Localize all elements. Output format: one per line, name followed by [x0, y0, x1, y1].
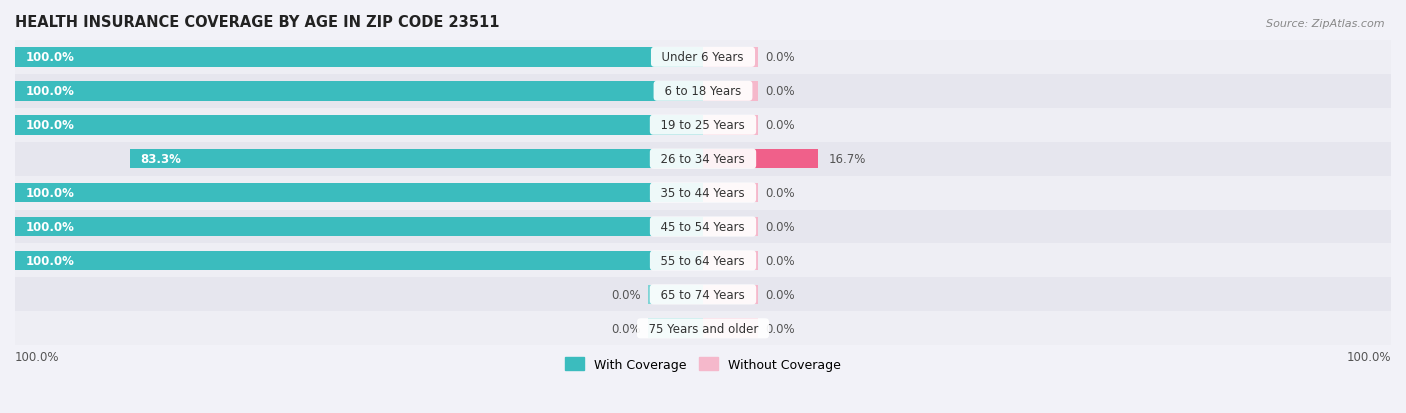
- Bar: [129, 150, 703, 169]
- Text: 6 to 18 Years: 6 to 18 Years: [657, 85, 749, 98]
- Bar: [703, 285, 758, 304]
- Text: 0.0%: 0.0%: [765, 322, 794, 335]
- Text: 75 Years and older: 75 Years and older: [641, 322, 765, 335]
- Bar: [703, 82, 758, 101]
- Bar: [15, 183, 703, 203]
- Text: 100.0%: 100.0%: [15, 351, 59, 363]
- Text: 100.0%: 100.0%: [25, 221, 75, 233]
- Text: 65 to 74 Years: 65 to 74 Years: [654, 288, 752, 301]
- Text: 0.0%: 0.0%: [765, 119, 794, 132]
- Bar: [15, 41, 1391, 75]
- Bar: [703, 217, 758, 237]
- Bar: [703, 116, 758, 135]
- Text: 0.0%: 0.0%: [765, 85, 794, 98]
- Bar: [648, 285, 703, 304]
- Bar: [15, 142, 1391, 176]
- Bar: [15, 278, 1391, 311]
- Text: 0.0%: 0.0%: [765, 51, 794, 64]
- Text: 0.0%: 0.0%: [765, 187, 794, 199]
- Bar: [703, 251, 758, 271]
- Text: 35 to 44 Years: 35 to 44 Years: [654, 187, 752, 199]
- Text: 100.0%: 100.0%: [25, 85, 75, 98]
- Text: 0.0%: 0.0%: [612, 288, 641, 301]
- Bar: [15, 75, 1391, 109]
- Text: Source: ZipAtlas.com: Source: ZipAtlas.com: [1267, 19, 1385, 28]
- Text: 19 to 25 Years: 19 to 25 Years: [654, 119, 752, 132]
- Bar: [703, 319, 758, 338]
- Bar: [15, 210, 1391, 244]
- Text: 26 to 34 Years: 26 to 34 Years: [654, 153, 752, 166]
- Bar: [703, 183, 758, 203]
- Text: 0.0%: 0.0%: [612, 322, 641, 335]
- Text: 55 to 64 Years: 55 to 64 Years: [654, 254, 752, 267]
- Bar: [15, 244, 1391, 278]
- Bar: [15, 48, 703, 68]
- Bar: [15, 311, 1391, 345]
- Bar: [15, 251, 703, 271]
- Text: 100.0%: 100.0%: [25, 51, 75, 64]
- Text: 0.0%: 0.0%: [765, 288, 794, 301]
- Bar: [15, 176, 1391, 210]
- Text: 100.0%: 100.0%: [25, 254, 75, 267]
- Text: 16.7%: 16.7%: [828, 153, 866, 166]
- Text: 83.3%: 83.3%: [141, 153, 181, 166]
- Text: 100.0%: 100.0%: [25, 187, 75, 199]
- Bar: [703, 150, 818, 169]
- Text: Under 6 Years: Under 6 Years: [655, 51, 751, 64]
- Bar: [703, 48, 758, 68]
- Text: 100.0%: 100.0%: [25, 119, 75, 132]
- Bar: [15, 217, 703, 237]
- Text: 0.0%: 0.0%: [765, 221, 794, 233]
- Text: 100.0%: 100.0%: [1347, 351, 1391, 363]
- Legend: With Coverage, Without Coverage: With Coverage, Without Coverage: [561, 352, 845, 376]
- Bar: [648, 319, 703, 338]
- Text: 45 to 54 Years: 45 to 54 Years: [654, 221, 752, 233]
- Bar: [15, 82, 703, 101]
- Bar: [15, 109, 1391, 142]
- Bar: [15, 116, 703, 135]
- Text: 0.0%: 0.0%: [765, 254, 794, 267]
- Text: HEALTH INSURANCE COVERAGE BY AGE IN ZIP CODE 23511: HEALTH INSURANCE COVERAGE BY AGE IN ZIP …: [15, 15, 499, 30]
